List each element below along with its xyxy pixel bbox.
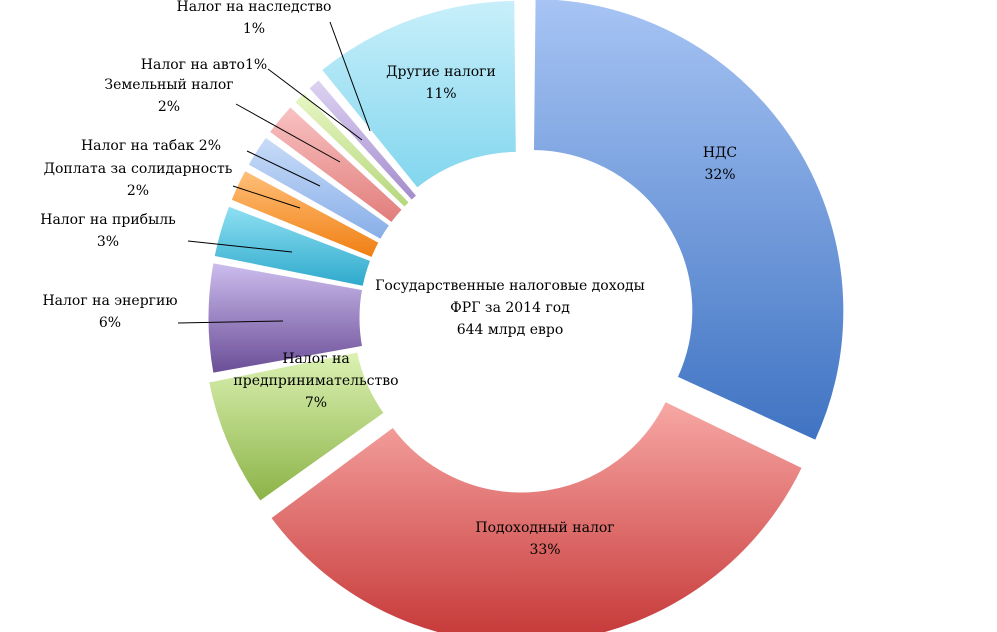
- slice-label-line: 11%: [425, 86, 456, 102]
- slice-label-line: 32%: [704, 167, 735, 183]
- slice-4: [213, 205, 372, 287]
- slice-label-5: Доплата за солидарность 2%: [44, 161, 233, 199]
- slice-6: [247, 136, 391, 241]
- slice-0: [532, 0, 845, 442]
- slice-label-line: 33%: [529, 542, 560, 558]
- slice-label-line: Другие налоги: [386, 64, 496, 80]
- slice-5: [230, 169, 380, 259]
- slice-label-line: 2%: [158, 99, 180, 115]
- slice-7: [268, 106, 403, 224]
- slice-label-line: 2%: [127, 183, 149, 199]
- slice-label-line: Налог на авто1%: [141, 57, 267, 73]
- leader-line-8: [267, 68, 363, 141]
- slice-label-0: НДС 32%: [703, 145, 737, 183]
- slice-label-1: Подоходный налог 33%: [475, 520, 614, 558]
- leader-line-9: [329, 21, 371, 132]
- slice-label-line: 3%: [97, 234, 119, 250]
- slice-label-2: Налог на предпринимательство 7%: [233, 351, 398, 411]
- slice-label-4: Налог на прибыль 3%: [40, 212, 176, 250]
- slice-label-line: 6%: [99, 315, 121, 331]
- chart-title-line: 644 млрд евро: [457, 322, 564, 338]
- slice-label-line: Налог на энергию: [42, 293, 177, 309]
- slice-label-line: Подоходный налог: [475, 520, 614, 536]
- slice-label-8: Налог на авто1%: [141, 57, 267, 73]
- slice-1: [270, 400, 803, 632]
- slice-label-line: 1%: [243, 21, 265, 37]
- slice-8: [294, 92, 410, 208]
- leader-line-7: [235, 103, 341, 163]
- slice-label-line: НДС: [703, 145, 737, 161]
- slice-label-line: Налог на прибыль: [40, 212, 176, 228]
- chart-title-line: Государственные налоговые доходы: [375, 278, 645, 294]
- slice-9: [308, 78, 418, 201]
- slice-label-line: 7%: [305, 395, 327, 411]
- slice-label-7: Земельный налог 2%: [104, 77, 233, 115]
- slice-label-10: Другие налоги 11%: [386, 64, 496, 102]
- slice-label-9: Налог на наследство 1%: [176, 0, 331, 37]
- leader-line-3: [177, 320, 284, 324]
- slice-label-line: Земельный налог: [104, 77, 233, 93]
- leader-line-4: [187, 240, 293, 253]
- slice-label-line: Налог на: [282, 351, 349, 367]
- slice-10: [320, 0, 517, 189]
- slice-label-line: Налог на табак 2%: [81, 138, 221, 154]
- leader-line-6: [246, 150, 321, 187]
- slice-2: [208, 351, 385, 502]
- leader-line-5: [232, 185, 301, 209]
- slice-label-line: Доплата за солидарность: [44, 161, 233, 177]
- slice-label-line: предпринимательство: [233, 373, 398, 389]
- chart-title: Государственные налоговые доходы ФРГ за 2…: [375, 278, 645, 338]
- slice-3: [207, 262, 364, 374]
- slice-label-6: Налог на табак 2%: [81, 138, 221, 154]
- slice-label-3: Налог на энергию 6%: [42, 293, 177, 331]
- chart-title-line: ФРГ за 2014 год: [450, 300, 570, 316]
- slice-label-line: Налог на наследство: [176, 0, 331, 15]
